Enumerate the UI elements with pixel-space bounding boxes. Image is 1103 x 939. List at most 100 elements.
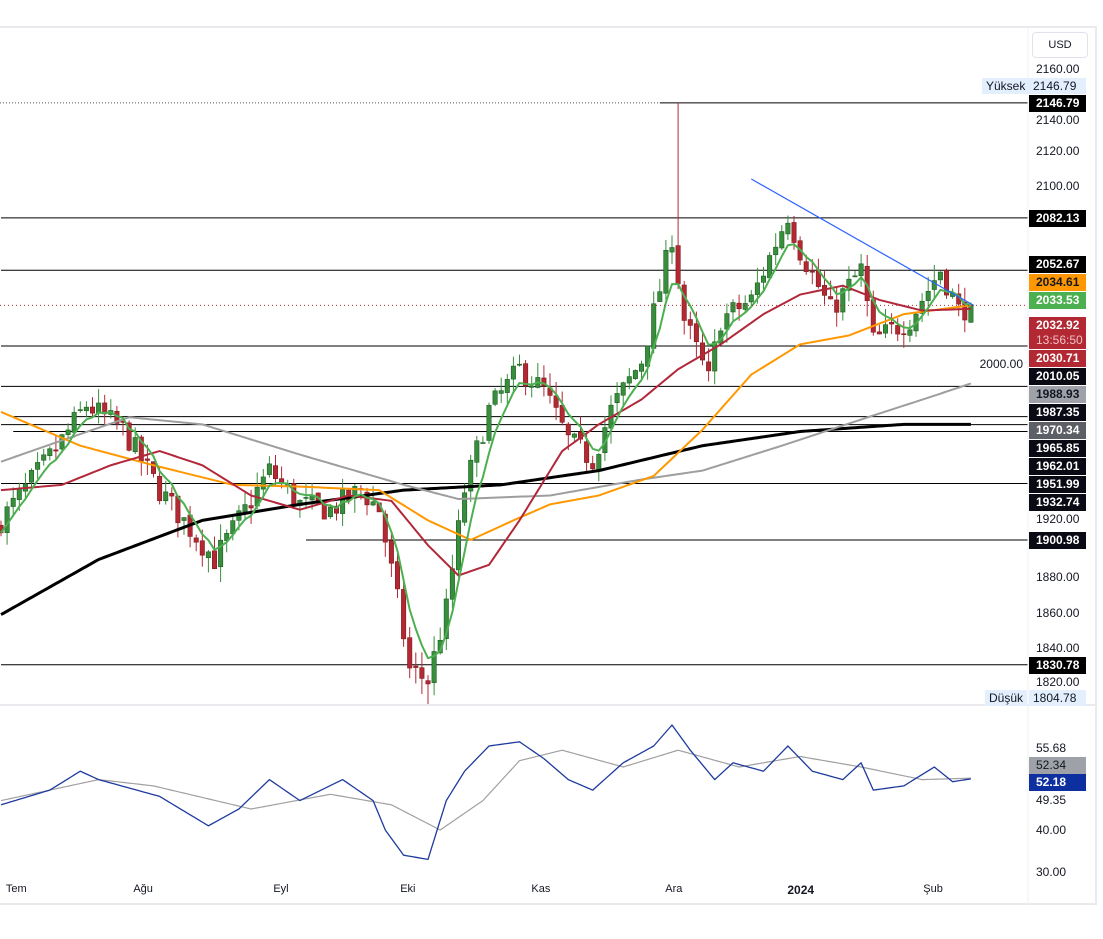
price-badge: 1900.98	[1029, 531, 1086, 549]
price-badge: 1951.99	[1029, 475, 1086, 493]
candle-up	[840, 288, 846, 313]
price-badge: 2030.71	[1029, 349, 1086, 367]
candle-down	[889, 322, 895, 325]
candle-up	[47, 448, 53, 457]
ma-line-ma100	[0, 382, 972, 501]
price-badge: 1988.93	[1029, 385, 1086, 403]
candle-down	[681, 284, 687, 321]
candle-up	[907, 329, 913, 336]
candle-up	[370, 501, 376, 506]
candle-down	[126, 422, 132, 451]
badge-value: 1951.99	[1036, 476, 1080, 491]
candle-up	[443, 598, 449, 639]
candle-up	[657, 291, 663, 302]
badge-value: 2010.05	[1036, 368, 1080, 383]
candle-up	[852, 275, 858, 278]
time-axis-label: 2024	[787, 883, 815, 897]
candle-up	[754, 282, 760, 295]
candle-down	[584, 441, 590, 463]
candle-up	[937, 271, 943, 281]
badge-value: 1988.93	[1036, 386, 1080, 401]
candle-up	[468, 459, 474, 492]
candle-up	[132, 437, 138, 453]
low-value: 1804.78	[1029, 690, 1086, 706]
candle-up	[669, 247, 675, 253]
rsi-tick-label: 55.68	[1036, 741, 1067, 756]
badge-value: 2052.67	[1036, 257, 1080, 272]
rsi-line	[0, 724, 972, 861]
price-tick-label: 2140.00	[1036, 113, 1080, 127]
candle-down	[212, 550, 218, 569]
candle-up	[260, 476, 266, 490]
ma-line-ma50	[0, 304, 972, 541]
candle-down	[828, 296, 834, 300]
time-axis-label: Ağu	[133, 883, 153, 895]
candle-down	[565, 423, 571, 436]
candle-up	[730, 302, 736, 313]
candle-down	[675, 245, 681, 285]
price-badge: 1987.35	[1029, 403, 1086, 421]
candle-up	[181, 517, 187, 521]
candle-up	[77, 409, 83, 411]
candle-down	[699, 342, 705, 361]
candle-up	[28, 470, 34, 483]
candle-up	[632, 370, 638, 379]
candle-up	[773, 246, 779, 256]
candle-up	[516, 363, 522, 366]
candle-up	[455, 520, 461, 571]
ma-line-ma20	[0, 284, 971, 577]
candle-down	[90, 406, 96, 414]
candle-down	[53, 449, 59, 452]
candle-up	[767, 255, 773, 279]
price-badge: 2052.67	[1029, 256, 1086, 274]
candle-down	[425, 680, 431, 685]
badge-value: 2146.79	[1036, 95, 1080, 110]
price-tick-label: 2100.00	[1036, 179, 1080, 194]
time-axis-label: Şub	[923, 883, 943, 895]
candle-up	[779, 231, 785, 249]
candle-up	[71, 412, 77, 433]
candle-up	[303, 497, 309, 499]
candle-up	[498, 390, 504, 394]
candle-down	[151, 461, 157, 474]
candle-down	[962, 302, 968, 321]
candle-up	[529, 385, 535, 388]
badge-value: 1900.98	[1036, 532, 1080, 547]
candle-up	[327, 506, 333, 518]
price-pane	[0, 102, 1028, 704]
time-axis-label: Ara	[665, 883, 683, 895]
rsi-ma-line	[0, 749, 971, 831]
ma-line-ma200	[0, 422, 971, 616]
currency-button[interactable]: USD	[1032, 32, 1088, 58]
price-badge: 2032.92 13:56:50	[1029, 316, 1086, 349]
candle-down	[169, 492, 175, 497]
candle-down	[321, 503, 327, 520]
price-tick-label: 2160.00	[1036, 62, 1080, 77]
price-tick-label: 1880.00	[1036, 570, 1080, 585]
candle-up	[846, 278, 852, 291]
candle-up	[638, 363, 644, 372]
candle-up	[882, 324, 888, 334]
candle-down	[407, 637, 413, 669]
candle-down	[895, 325, 901, 335]
candle-down	[199, 540, 205, 556]
candle-up	[663, 249, 669, 294]
price-badge: 1965.85	[1029, 439, 1086, 457]
price-badge: 1830.78	[1029, 656, 1086, 674]
candle-down	[706, 361, 712, 372]
candle-up	[712, 341, 718, 372]
candle-down	[791, 222, 797, 243]
candle-up	[748, 294, 754, 303]
candle-down	[590, 463, 596, 470]
trendline	[751, 178, 975, 306]
candle-down	[394, 561, 400, 590]
badge-value: 1970.34	[1036, 422, 1080, 437]
badge-value: 2082.13	[1036, 210, 1080, 225]
candle-down	[803, 261, 809, 272]
candle-up	[163, 491, 169, 502]
price-tick-label: 1920.00	[1036, 512, 1080, 527]
candle-up	[760, 275, 766, 283]
candle-up	[919, 300, 925, 314]
candle-up	[486, 405, 492, 441]
